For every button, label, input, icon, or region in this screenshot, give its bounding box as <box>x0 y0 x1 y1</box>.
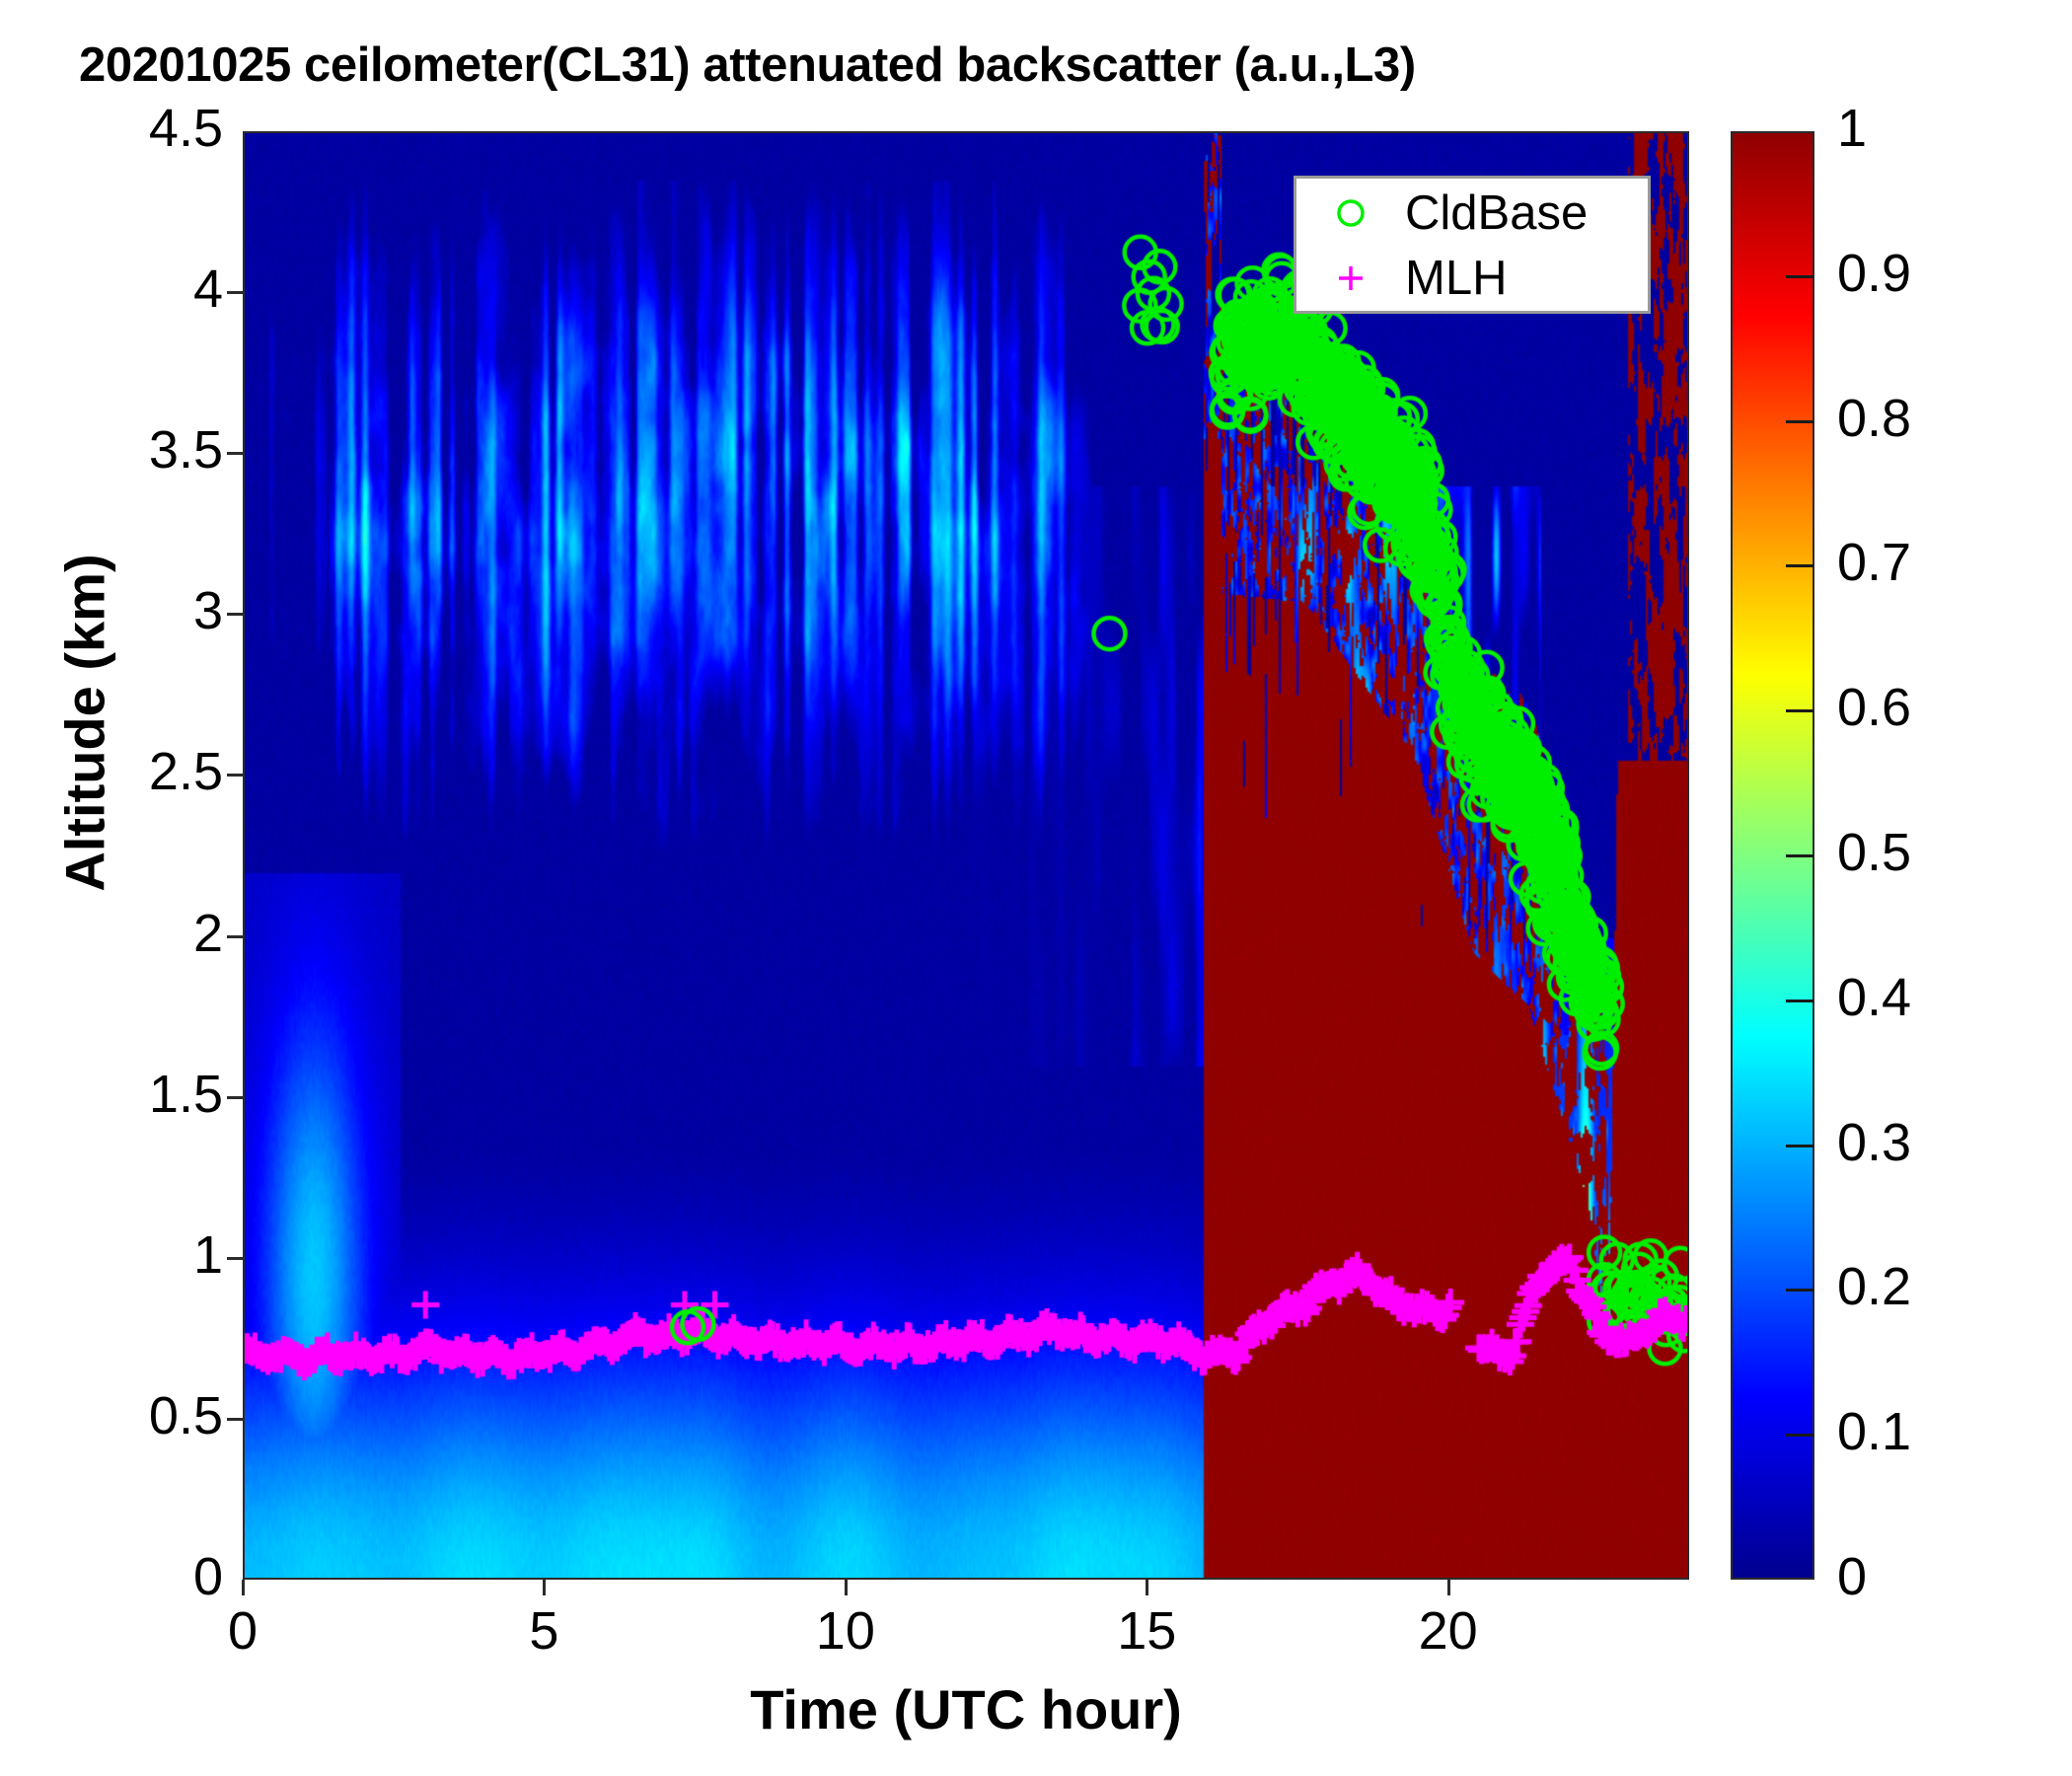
x-tick-mark <box>844 1580 848 1595</box>
y-tick-label: 1.5 <box>148 1064 223 1124</box>
mlh-plus-icon <box>1296 261 1405 295</box>
colorbar-tick-mark <box>1786 419 1813 423</box>
heatmap-axes <box>243 131 1689 1580</box>
x-tick-mark <box>1146 1580 1149 1595</box>
legend-label-mlh: MLH <box>1405 251 1508 305</box>
x-tick-label: 5 <box>529 1601 559 1661</box>
y-tick-mark <box>227 934 243 938</box>
colorbar-tick-label: 0.9 <box>1837 243 1912 303</box>
y-tick-mark <box>227 613 243 617</box>
y-tick-mark <box>227 774 243 777</box>
colorbar-tick-label: 0 <box>1837 1547 1868 1606</box>
y-axis-label: Altitude (km) <box>53 554 116 892</box>
cldbase-circle-icon <box>1296 196 1405 230</box>
y-tick-mark <box>227 291 243 295</box>
colorbar-tick-label: 0.4 <box>1837 967 1912 1027</box>
legend-label-cldbase: CldBase <box>1405 185 1589 240</box>
legend-item-mlh[interactable]: MLH <box>1296 248 1648 309</box>
colorbar-tick-mark <box>1786 564 1813 568</box>
colorbar-tick-label: 1 <box>1837 99 1868 158</box>
x-tick-label: 20 <box>1418 1601 1478 1661</box>
x-axis-label: Time (UTC hour) <box>750 1678 1182 1740</box>
y-tick-label: 0 <box>192 1547 223 1606</box>
colorbar-tick-mark <box>1786 999 1813 1002</box>
y-tick-label: 3.5 <box>148 420 223 481</box>
x-tick-mark <box>543 1580 547 1595</box>
y-tick-mark <box>227 1417 243 1421</box>
colorbar-tick-mark <box>1786 1434 1813 1438</box>
page-title: 20201025 ceilometer(CL31) attenuated bac… <box>79 38 1416 92</box>
y-tick-label: 4 <box>192 259 223 320</box>
colorbar-tick-mark <box>1786 274 1813 278</box>
x-tick-mark <box>1446 1580 1450 1595</box>
colorbar-tick-label: 0.7 <box>1837 533 1912 593</box>
colorbar-tick-mark <box>1786 854 1813 857</box>
colorbar-tick-label: 0.5 <box>1837 823 1912 882</box>
y-tick-mark <box>227 452 243 456</box>
x-tick-mark <box>242 1580 245 1595</box>
colorbar-tick-label: 0.2 <box>1837 1257 1912 1317</box>
y-tick-label: 2 <box>192 903 223 963</box>
colorbar-tick-label: 0.3 <box>1837 1112 1912 1172</box>
y-tick-label: 1 <box>192 1224 223 1285</box>
y-tick-label: 2.5 <box>148 742 223 802</box>
y-tick-label: 0.5 <box>148 1385 223 1445</box>
legend-item-cldbase[interactable]: CldBase <box>1296 183 1648 244</box>
colorbar-tick-mark <box>1786 1144 1813 1147</box>
y-tick-mark <box>227 1256 243 1260</box>
y-tick-mark <box>227 1095 243 1099</box>
colorbar-tick-mark <box>1786 1289 1813 1293</box>
x-tick-label: 10 <box>815 1601 875 1661</box>
legend-box[interactable]: CldBase MLH <box>1294 176 1651 314</box>
colorbar-tick-label: 0.6 <box>1837 678 1912 738</box>
colorbar-tick-label: 0.8 <box>1837 388 1912 448</box>
y-tick-label: 3 <box>192 581 223 641</box>
colorbar-tick-mark <box>1786 709 1813 713</box>
x-tick-label: 0 <box>227 1601 259 1661</box>
colorbar-tick-label: 0.1 <box>1837 1402 1912 1462</box>
marker-overlay <box>245 133 1687 1578</box>
x-tick-label: 15 <box>1117 1601 1177 1661</box>
y-tick-label: 4.5 <box>148 99 223 158</box>
